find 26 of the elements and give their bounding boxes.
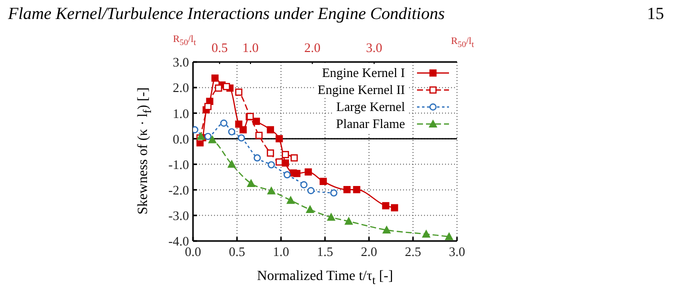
x2-tick-label: 1.0	[242, 40, 259, 55]
text: Flame Kernel/Turbulence Interactions under Engine Conditions	[8, 4, 445, 24]
x-tick-label: 0.5	[228, 244, 246, 260]
legend-label: Engine Kernel I	[320, 64, 407, 81]
x2-axis-title: R$_{50}$/l$_{t}$	[451, 36, 474, 49]
y-tick-label: -1.0	[168, 156, 189, 172]
legend-label: Planar Flame	[334, 115, 407, 132]
x2-tick-label: 2.0	[304, 40, 320, 55]
y-tick-label: 3.0	[172, 54, 189, 70]
text: 15	[647, 4, 664, 24]
x-tick-label: 1.0	[272, 244, 290, 260]
y-tick-label: 2.0	[172, 80, 189, 96]
x-tick-label: 2.5	[404, 244, 422, 260]
legend-label: Engine Kernel II	[316, 81, 407, 98]
x-tick-label: 2.0	[360, 244, 378, 260]
x-tick-label: 1.5	[316, 244, 334, 260]
legend-label: Large Kernel	[334, 98, 407, 115]
y-tick-label: -3.0	[168, 208, 189, 224]
x-tick-label: 3.0	[448, 244, 466, 260]
y-tick-label: -2.0	[168, 182, 189, 198]
x-axis-title: Normalized Time t/τ$_{t}$ [-]	[256, 269, 394, 287]
x2-tick-label: 0.5	[211, 40, 228, 55]
text: R$_{50}$/l$_{t}$	[173, 34, 196, 47]
y-tick-label: 0.0	[172, 131, 189, 146]
x2-tick-label: 3.0	[366, 40, 382, 55]
y-tick-label: 1.0	[172, 106, 189, 121]
